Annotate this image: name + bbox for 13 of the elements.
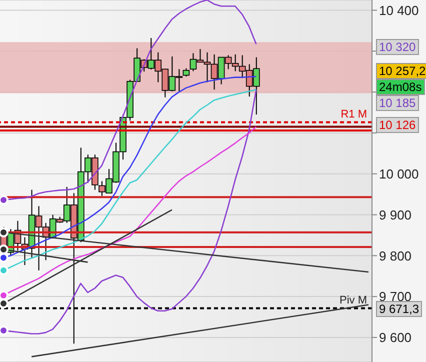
- ref-line-label: Piv M: [340, 294, 367, 306]
- ref-line-label: R1 M: [340, 108, 367, 120]
- text: 9 671,3: [376, 301, 422, 317]
- y-tick-label: 9 600: [379, 330, 412, 346]
- text: 10 185: [376, 95, 419, 111]
- y-tick-label: 9 900: [379, 207, 412, 222]
- text: 10 126: [376, 117, 419, 133]
- text: 10 320: [376, 39, 419, 55]
- y-tick-label: 10 000: [379, 166, 419, 182]
- y-tick-label: 9 800: [379, 248, 412, 264]
- text: 24m08s: [376, 79, 425, 95]
- text: 10 257,2: [376, 63, 426, 79]
- y-tick-label: 10 400: [379, 2, 419, 18]
